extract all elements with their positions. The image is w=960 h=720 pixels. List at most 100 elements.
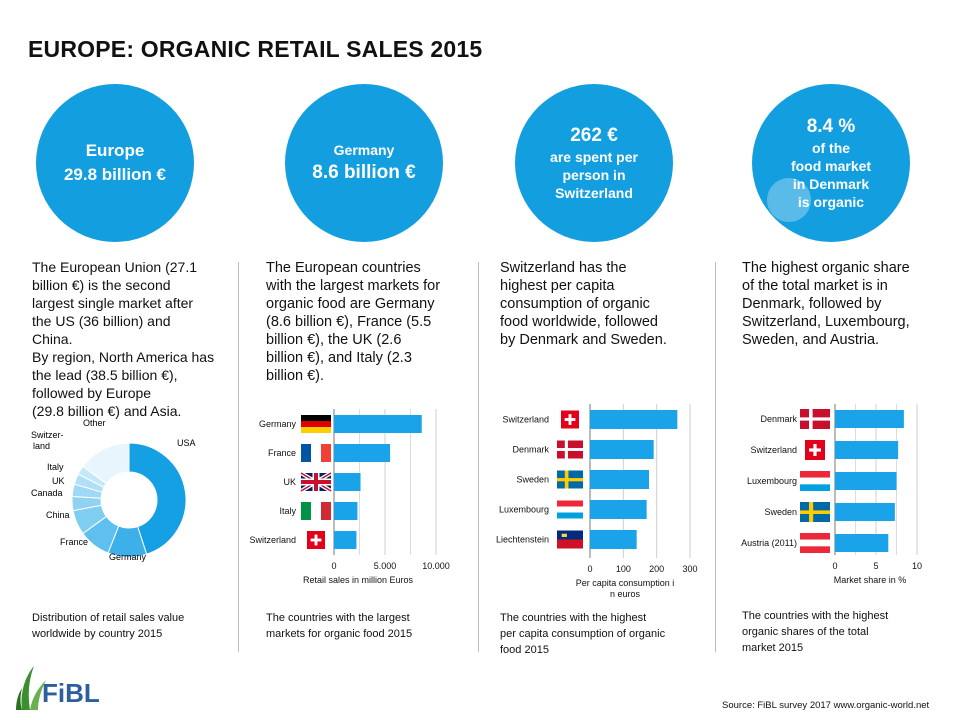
- caption-per-capita: The countries with the highest per capit…: [500, 610, 665, 658]
- text-line: billion €) is the second: [32, 277, 171, 293]
- page-title: EUROPE: ORGANIC RETAIL SALES 2015: [28, 36, 483, 62]
- bar-chart-market-share: 0 5 10 Denmark Switzerland Luxembourg Sweden Au…: [741, 404, 922, 585]
- column-text-4: The highest organic share of the total m…: [742, 259, 910, 349]
- stat-circle-value: 8.6 billion €: [312, 162, 416, 183]
- bar-germany: [334, 415, 422, 433]
- caption-retail: The countries with the largest markets f…: [266, 610, 412, 642]
- text-line: consumption of organic: [500, 296, 650, 312]
- source-note: Source: FiBL survey 2017 www.organic-wor…: [722, 700, 930, 711]
- text-line: billion €), and Italy (2.3: [266, 350, 412, 366]
- caption-line: The countries with the highest: [742, 610, 889, 622]
- tick-label: 5.000: [374, 561, 397, 571]
- stat-circle-line: person in: [562, 167, 626, 183]
- text-line: (29.8 billion €) and Asia.: [32, 403, 182, 419]
- category-label: Luxembourg: [747, 476, 797, 486]
- donut-label-italy: Italy: [47, 462, 64, 472]
- flag-denmark-icon: [800, 409, 830, 429]
- caption-line: per capita consumption of organic: [500, 628, 666, 640]
- tick-label: 100: [616, 564, 631, 574]
- category-label: Germany: [259, 419, 297, 429]
- donut-label-uk: UK: [52, 476, 65, 486]
- stat-circle-denmark: 8.4 % of the food market in Denmark is o…: [752, 84, 910, 242]
- category-label: Liechtenstein: [496, 535, 549, 545]
- column-divider: [238, 262, 239, 652]
- category-label: Sweden: [516, 475, 549, 485]
- bar-liechtenstein: [590, 530, 637, 549]
- bar-austria: [835, 534, 889, 552]
- bar-denmark: [835, 410, 904, 428]
- caption-donut: Distribution of retail sales value world…: [32, 610, 184, 642]
- stat-circle-germany: Germany 8.6 billion €: [285, 84, 443, 242]
- caption-line: Distribution of retail sales value: [32, 612, 185, 624]
- caption-line: market 2015: [742, 642, 804, 654]
- flag-switzerland-icon: [805, 440, 825, 460]
- category-label: Denmark: [512, 445, 549, 455]
- flag-uk-icon: [299, 471, 333, 493]
- text-line: The European Union (27.1: [32, 259, 197, 275]
- tick-label: 300: [682, 564, 697, 574]
- bar-luxembourg: [835, 472, 897, 490]
- bar-switzerland: [334, 531, 357, 549]
- category-label: Luxembourg: [499, 505, 549, 515]
- category-label: France: [268, 448, 296, 458]
- stat-circle-line: of the: [811, 140, 851, 156]
- stat-circle-value: 29.8 billion €: [63, 165, 167, 184]
- column-divider: [715, 262, 716, 652]
- text-line: China.: [32, 331, 73, 347]
- stat-circle-switzerland: 262 € are spent per person in Switzerlan…: [515, 84, 673, 242]
- donut-label-canada: Canada: [31, 488, 63, 498]
- stat-circle-line: is organic: [797, 194, 865, 210]
- column-text-1: The European Union (27.1 billion €) is t…: [32, 258, 214, 420]
- text-line: billion €), the UK (2.6: [266, 332, 402, 348]
- flag-switzerland-icon: [561, 410, 579, 429]
- text-line: organic food are Germany: [266, 296, 435, 312]
- bar-luxembourg: [590, 500, 647, 519]
- column-text-3: Switzerland has the highest per capita c…: [500, 259, 667, 349]
- flag-liechtenstein-icon: [557, 530, 583, 549]
- flag-austria-icon: [800, 533, 830, 553]
- text-line: Switzerland has the: [500, 260, 627, 276]
- text-line: the lead (38.5 billion €),: [32, 367, 178, 383]
- text-line: By region, North America has: [32, 349, 215, 365]
- tick-label: 0: [832, 561, 837, 571]
- flag-switzerland-icon: [307, 531, 325, 549]
- caption-line: organic shares of the total: [742, 626, 869, 638]
- text-line: (8.6 billion €), France (5.5: [266, 314, 432, 330]
- text-line: The European countries: [266, 260, 421, 276]
- text-line: with the largest markets for: [266, 278, 441, 294]
- donut-chart: USA Germany France China Canada UK Italy…: [31, 418, 196, 562]
- donut-label-usa: USA: [177, 438, 196, 448]
- decorative-highlight-dot: [767, 178, 811, 222]
- donut-label-germany: Germany: [109, 552, 147, 562]
- stat-circle-line: in Denmark: [792, 176, 870, 192]
- bar-sweden: [590, 470, 649, 489]
- category-label: Denmark: [760, 414, 797, 424]
- flag-germany-icon: [301, 415, 331, 433]
- text-line: Switzerland, Luxembourg,: [742, 314, 910, 330]
- tick-label: 10.000: [422, 561, 450, 571]
- tick-label: 5: [873, 561, 878, 571]
- donut-slice-usa: [128, 442, 187, 555]
- category-label: Italy: [279, 506, 296, 516]
- stat-circle-line: food market: [790, 158, 872, 174]
- text-line: the US (36 billion) and: [32, 313, 171, 329]
- flag-france-icon: [301, 444, 331, 462]
- bar-france: [334, 444, 391, 462]
- text-line: billion €).: [266, 368, 325, 384]
- flag-denmark-icon: [557, 440, 583, 459]
- caption-line: markets for organic food 2015: [266, 628, 413, 640]
- stat-circle-value: 262 €: [570, 125, 618, 146]
- fibl-logo: FiBL: [14, 664, 124, 712]
- tick-label: 10: [912, 561, 922, 571]
- x-axis-label: Retail sales in million Euros: [303, 575, 414, 585]
- donut-label-france: France: [60, 537, 88, 547]
- bar-chart-retail-sales: 0 5.000 10.000 Germany France UK Italy Switzerl…: [249, 409, 450, 585]
- column-divider: [478, 262, 479, 652]
- category-label: Switzerland: [750, 445, 797, 455]
- leaf-icon: [16, 666, 46, 710]
- bar-switzerland: [835, 441, 899, 459]
- caption-line: worldwide by country 2015: [32, 628, 163, 640]
- donut-label-switzerland: Switzer-land: [31, 430, 64, 451]
- stat-circle-value: 8.4 %: [806, 116, 856, 137]
